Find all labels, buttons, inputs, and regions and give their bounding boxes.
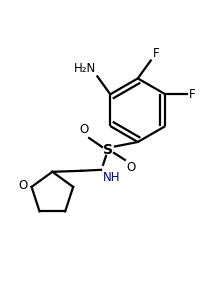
Text: F: F	[189, 88, 196, 101]
Text: NH: NH	[103, 171, 121, 184]
Text: O: O	[18, 179, 28, 192]
Text: O: O	[126, 161, 135, 174]
Text: S: S	[103, 143, 113, 157]
Text: O: O	[79, 123, 88, 136]
Text: H₂N: H₂N	[74, 62, 96, 75]
Text: F: F	[153, 47, 159, 60]
